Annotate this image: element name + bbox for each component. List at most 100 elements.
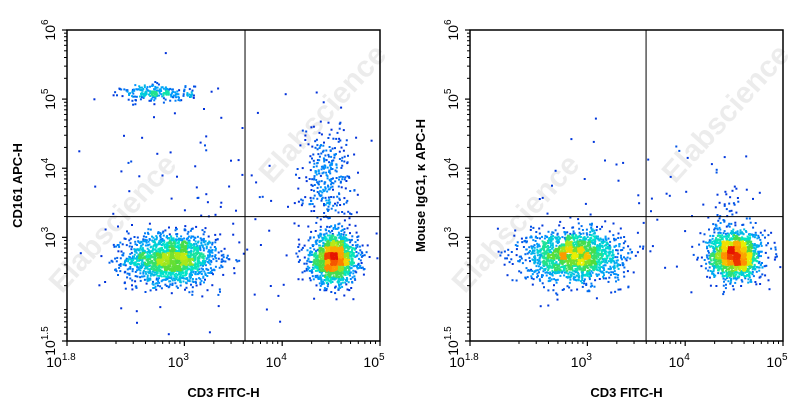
- event-dot: [335, 170, 338, 173]
- event-dot: [131, 288, 134, 291]
- event-dot: [623, 275, 626, 278]
- event-dot: [170, 244, 173, 247]
- event-dot: [740, 285, 743, 287]
- event-dot: [751, 243, 754, 245]
- event-dot: [190, 235, 193, 238]
- event-dot: [165, 245, 168, 248]
- event-dot: [569, 232, 572, 235]
- event-dot: [144, 244, 147, 247]
- event-dot: [510, 258, 513, 261]
- event-dot: [152, 84, 155, 87]
- event-dot: [209, 263, 212, 266]
- event-dot: [767, 279, 770, 282]
- event-dot: [589, 231, 592, 233]
- event-dot: [706, 256, 709, 259]
- event-dot: [165, 272, 168, 275]
- event-dot: [707, 216, 710, 219]
- event-dot: [297, 224, 300, 227]
- event-dot: [536, 251, 539, 254]
- event-dot: [343, 253, 346, 256]
- event-dot: [189, 255, 192, 258]
- event-dot: [317, 258, 320, 261]
- event-dot: [609, 273, 612, 276]
- event-dot: [158, 91, 161, 94]
- event-dot: [153, 99, 156, 102]
- event-dot: [182, 94, 185, 97]
- event-dot: [760, 255, 762, 258]
- event-dot: [129, 253, 132, 255]
- event-dot: [220, 254, 223, 257]
- event-dot: [182, 268, 185, 270]
- event-dot: [366, 244, 369, 247]
- event-dot: [203, 230, 206, 233]
- event-dot: [160, 263, 163, 266]
- event-dot: [314, 170, 317, 173]
- event-dot: [617, 232, 620, 235]
- event-dot: [598, 266, 601, 269]
- event-dot: [613, 239, 616, 242]
- event-dot: [318, 282, 321, 285]
- event-dot: [185, 281, 187, 284]
- event-dot: [533, 261, 536, 264]
- event-dot: [613, 270, 616, 273]
- event-dot: [144, 90, 147, 93]
- event-dot: [316, 269, 319, 272]
- event-dot: [144, 232, 146, 235]
- event-dot: [349, 267, 352, 270]
- event-dot: [605, 239, 608, 242]
- event-dot: [175, 285, 178, 288]
- event-dot: [521, 262, 524, 265]
- event-dot: [186, 254, 189, 257]
- event-dot: [134, 84, 137, 87]
- event-dot: [250, 174, 253, 177]
- event-dot: [560, 271, 563, 274]
- event-dot: [608, 250, 611, 253]
- event-dot: [153, 244, 155, 247]
- event-dot: [558, 258, 560, 261]
- event-dot: [150, 261, 153, 264]
- event-dot: [140, 244, 143, 247]
- event-dot: [764, 274, 767, 277]
- event-dot: [602, 272, 605, 274]
- event-dot: [604, 238, 607, 241]
- event-dot: [527, 269, 530, 272]
- event-dot: [354, 270, 357, 273]
- event-dot: [624, 240, 627, 243]
- event-dot: [137, 255, 140, 258]
- event-dot: [153, 264, 156, 267]
- event-dot: [541, 267, 544, 270]
- event-dot: [610, 261, 613, 264]
- event-dot: [350, 253, 353, 256]
- event-dot: [591, 284, 594, 287]
- event-dot: [358, 257, 360, 260]
- event-dot: [323, 159, 326, 161]
- event-dot: [319, 264, 322, 267]
- event-dot: [134, 103, 137, 106]
- event-dot: [157, 231, 160, 234]
- event-dot: [323, 212, 326, 214]
- event-dot: [634, 254, 637, 257]
- event-dot: [222, 256, 225, 259]
- event-dot: [631, 251, 633, 253]
- event-dot: [189, 257, 192, 259]
- event-dot: [708, 241, 711, 244]
- event-dot: [712, 223, 715, 226]
- event-dot: [129, 242, 132, 245]
- event-dot: [334, 246, 337, 249]
- event-dot: [164, 265, 166, 268]
- event-dot: [577, 218, 580, 221]
- event-dot: [117, 250, 120, 253]
- event-dot: [758, 276, 761, 279]
- event-dot: [337, 185, 340, 188]
- event-dot: [608, 244, 611, 247]
- event-dot: [314, 140, 317, 143]
- event-dot: [340, 175, 343, 178]
- event-dot: [753, 265, 756, 268]
- event-dot: [595, 237, 598, 240]
- event-dot: [149, 228, 152, 231]
- event-dot: [313, 189, 315, 192]
- x-tick-label: 104: [266, 352, 288, 370]
- event-dot: [299, 144, 302, 147]
- event-dot: [328, 169, 331, 172]
